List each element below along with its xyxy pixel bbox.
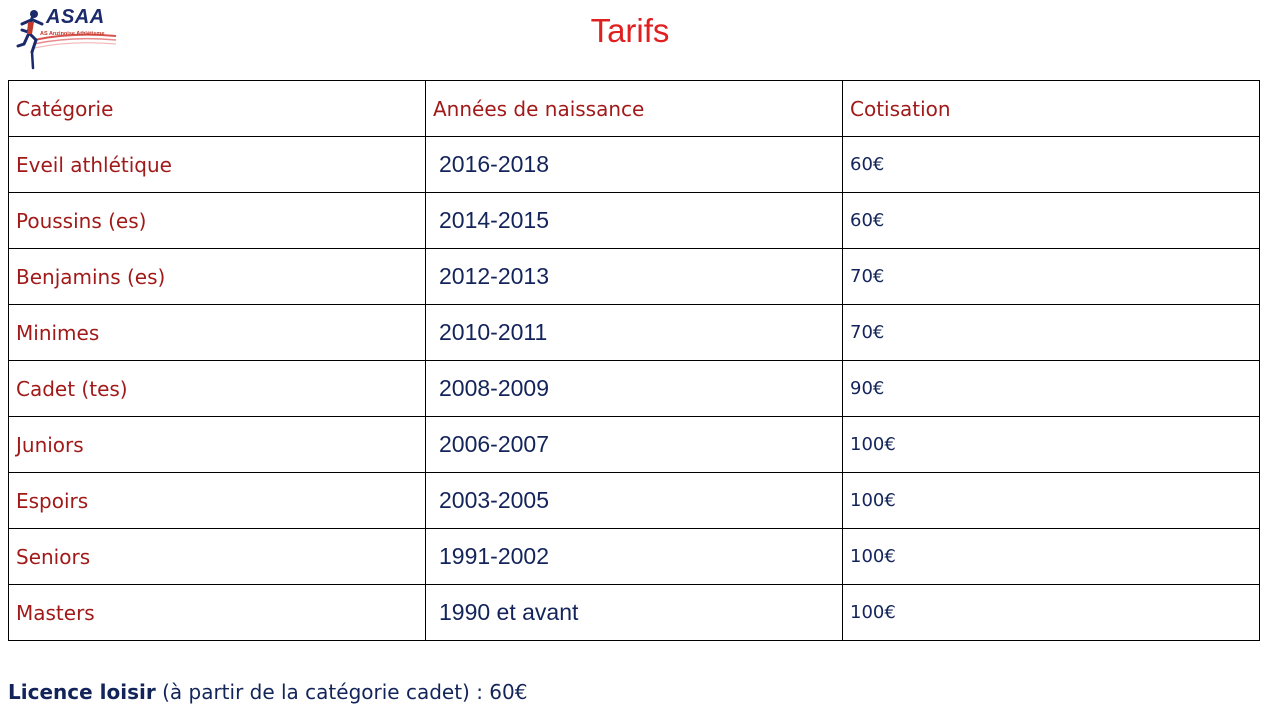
fee-cell: 70€ [842, 304, 1260, 361]
table-row: Eveil athlétique 2016-2018 60€ [8, 136, 1260, 193]
table-row: Minimes 2010-2011 70€ [8, 304, 1260, 361]
table-row: Poussins (es) 2014-2015 60€ [8, 192, 1260, 249]
fee-cell: 100€ [842, 416, 1260, 473]
column-header-fee: Cotisation [842, 80, 1260, 137]
category-cell: Seniors [8, 528, 426, 585]
tariff-table: Catégorie Années de naissance Cotisation… [8, 80, 1260, 641]
table-row: Cadet (tes) 2008-2009 90€ [8, 360, 1260, 417]
birth-years-cell: 2014-2015 [425, 192, 843, 249]
birth-years-cell: 2008-2009 [425, 360, 843, 417]
fee-cell: 60€ [842, 136, 1260, 193]
birth-years-cell: 2016-2018 [425, 136, 843, 193]
leisure-license-text: (à partir de la catégorie cadet) : 60€ [155, 680, 528, 704]
table-header-row: Catégorie Années de naissance Cotisation [8, 80, 1260, 137]
leisure-license-note: Licence loisir (à partir de la catégorie… [8, 680, 527, 704]
birth-years-cell: 1990 et avant [425, 584, 843, 641]
fee-cell: 90€ [842, 360, 1260, 417]
club-logo: ASAA AS Anzinoise Athlétisme [12, 6, 122, 72]
category-cell: Eveil athlétique [8, 136, 426, 193]
runner-icon [16, 10, 117, 70]
page-title: Tarifs [590, 12, 670, 49]
table-row: Seniors 1991-2002 100€ [8, 528, 1260, 585]
fee-cell: 60€ [842, 192, 1260, 249]
fee-cell: 100€ [842, 584, 1260, 641]
column-header-category: Catégorie [8, 80, 426, 137]
category-cell: Minimes [8, 304, 426, 361]
category-cell: Espoirs [8, 472, 426, 529]
category-cell: Cadet (tes) [8, 360, 426, 417]
fee-cell: 100€ [842, 472, 1260, 529]
category-cell: Poussins (es) [8, 192, 426, 249]
table-row: Masters 1990 et avant 100€ [8, 584, 1260, 641]
fee-cell: 100€ [842, 528, 1260, 585]
birth-years-cell: 2010-2011 [425, 304, 843, 361]
logo-text: ASAA [46, 6, 105, 28]
leisure-license-label: Licence loisir [8, 680, 156, 704]
birth-years-cell: 2012-2013 [425, 248, 843, 305]
category-cell: Juniors [8, 416, 426, 473]
category-cell: Benjamins (es) [8, 248, 426, 305]
birth-years-cell: 2006-2007 [425, 416, 843, 473]
table-row: Espoirs 2003-2005 100€ [8, 472, 1260, 529]
category-cell: Masters [8, 584, 426, 641]
table-row: Juniors 2006-2007 100€ [8, 416, 1260, 473]
table-row: Benjamins (es) 2012-2013 70€ [8, 248, 1260, 305]
birth-years-cell: 1991-2002 [425, 528, 843, 585]
logo-subtitle: AS Anzinoise Athlétisme [40, 31, 105, 37]
birth-years-cell: 2003-2005 [425, 472, 843, 529]
fee-cell: 70€ [842, 248, 1260, 305]
column-header-birth-years: Années de naissance [425, 80, 843, 137]
